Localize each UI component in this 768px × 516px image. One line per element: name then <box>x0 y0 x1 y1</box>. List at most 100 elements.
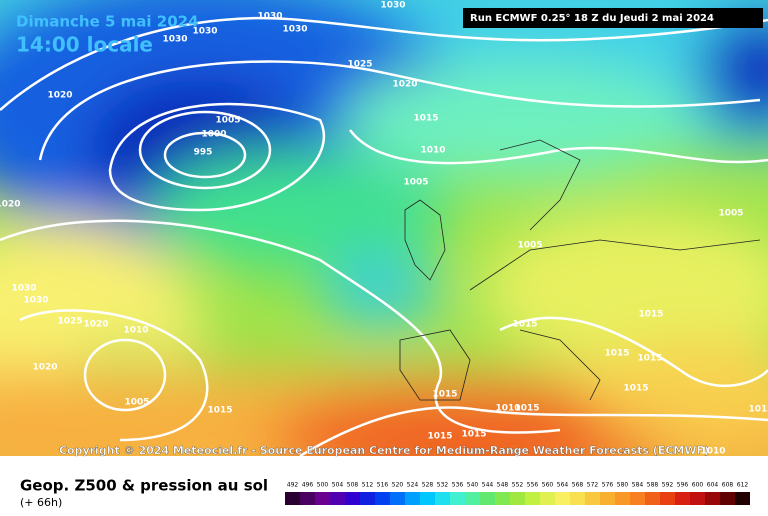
colorbar-label: 520 <box>392 482 404 489</box>
colorbar-label: 584 <box>632 482 644 489</box>
colorbar-label: 568 <box>572 482 584 489</box>
isobar-label: 1030 <box>257 12 282 22</box>
isobar-label: 1030 <box>23 296 48 306</box>
colorbar-cell <box>465 492 480 505</box>
isobar-label: 1015 <box>604 349 629 359</box>
isobar-label: 1030 <box>162 35 187 45</box>
colorbar-cell <box>285 492 300 505</box>
colorbar-label: 552 <box>512 482 524 489</box>
colorbar-label: 516 <box>377 482 389 489</box>
isobar-label: 1015 <box>514 404 539 414</box>
colorbar-cell <box>420 492 435 505</box>
isobar-label: 1015 <box>512 320 537 330</box>
colorbar-cell <box>600 492 615 505</box>
isobar-label: 1025 <box>57 317 82 327</box>
colorbar-cell <box>555 492 570 505</box>
colorbar-cell <box>570 492 585 505</box>
colorbar-cell <box>300 492 315 505</box>
colorbar-label: 600 <box>692 482 704 489</box>
colorbar-cell <box>315 492 330 505</box>
forecast-time: 14:00 locale <box>16 33 153 57</box>
colorbar-label: 540 <box>467 482 479 489</box>
colorbar-label: 504 <box>332 482 344 489</box>
colorbar-cell <box>525 492 540 505</box>
isobar-label: 1010 <box>123 326 148 336</box>
colorbar-label: 592 <box>662 482 674 489</box>
colorbar-label: 608 <box>722 482 734 489</box>
isobar-label: 1030 <box>380 1 405 11</box>
colorbar-cell <box>495 492 510 505</box>
colorbar-cell <box>480 492 495 505</box>
isobar-label: 1015 <box>427 432 452 442</box>
isobar-label: 1015 <box>432 390 457 400</box>
colorbar-cell <box>720 492 735 505</box>
isobar-label: 1015 <box>623 384 648 394</box>
isobar-label: 1020 <box>392 80 417 90</box>
colorbar-label: 496 <box>302 482 314 489</box>
colorbar-cell <box>630 492 645 505</box>
isobar-label: 1010 <box>495 404 520 414</box>
isobar-label: 1005 <box>718 209 743 219</box>
isobar-label: 1015 <box>461 430 486 440</box>
isobar-label: 1000 <box>201 130 226 140</box>
isobar-label: 1020 <box>0 200 21 210</box>
colorbar-cell <box>690 492 705 505</box>
colorbar-cell <box>705 492 720 505</box>
colorbar-cell <box>360 492 375 505</box>
run-banner <box>463 8 763 28</box>
colorbar-cell <box>510 492 525 505</box>
colorbar-label: 512 <box>362 482 374 489</box>
isobar-label: 1005 <box>517 241 542 251</box>
colorbar-label: 532 <box>437 482 449 489</box>
colorbar-cell <box>390 492 405 505</box>
run-info: Run ECMWF 0.25° 18 Z du Jeudi 2 mai 2024 <box>470 13 714 24</box>
colorbar-cell <box>615 492 630 505</box>
isobar-label: 1010 <box>420 146 445 156</box>
colorbar-label: 500 <box>317 482 329 489</box>
coastlines <box>399 139 761 401</box>
colorbar-cell <box>540 492 555 505</box>
colorbar-cell <box>735 492 750 505</box>
colorbar-label: 588 <box>647 482 659 489</box>
footer-lead: (+ 66h) <box>20 496 62 509</box>
colorbar-label: 556 <box>527 482 539 489</box>
isobar-label: 1020 <box>47 91 72 101</box>
isobar-label: 1030 <box>11 284 36 294</box>
colorbar-label: 508 <box>347 482 359 489</box>
colorbar-label: 612 <box>737 482 749 489</box>
isobar-label: 1030 <box>192 27 217 37</box>
isobar-label: 1005 <box>215 116 240 126</box>
colorbar-label: 572 <box>587 482 599 489</box>
colorbar-label: 536 <box>452 482 464 489</box>
isobar-label: 1030 <box>282 25 307 35</box>
forecast-date: Dimanche 5 mai 2024 <box>16 13 199 31</box>
colorbar-label: 604 <box>707 482 719 489</box>
isobar-label: 1020 <box>83 320 108 330</box>
colorbar-cell <box>450 492 465 505</box>
colorbar-cell <box>660 492 675 505</box>
colorbar-cell <box>675 492 690 505</box>
isobar-label: 1015 <box>413 114 438 124</box>
colorbar-label: 544 <box>482 482 494 489</box>
colorbar-label: 564 <box>557 482 569 489</box>
isobar-label: 1015 <box>387 459 412 469</box>
isobar-label: 1020 <box>32 363 57 373</box>
isobar-label: 995 <box>194 148 213 158</box>
isobar-label: 1015 <box>207 406 232 416</box>
colorbar-label: 580 <box>617 482 629 489</box>
isobar-label: 1025 <box>347 60 372 70</box>
colorbar-cell <box>405 492 420 505</box>
copyright: Copyright © 2024 Meteociel.fr - Source E… <box>59 444 709 457</box>
colorbar-label: 560 <box>542 482 554 489</box>
map-background <box>0 0 768 456</box>
isobar-label: 1005 <box>403 178 428 188</box>
colorbar-label: 576 <box>602 482 614 489</box>
isobar-label: 1005 <box>124 398 149 408</box>
colorbar-label: 548 <box>497 482 509 489</box>
footer-title: Geop. Z500 & pression au sol <box>20 477 268 495</box>
colorbar-cell <box>330 492 345 505</box>
colorbar-label: 492 <box>287 482 299 489</box>
colorbar-label: 528 <box>422 482 434 489</box>
